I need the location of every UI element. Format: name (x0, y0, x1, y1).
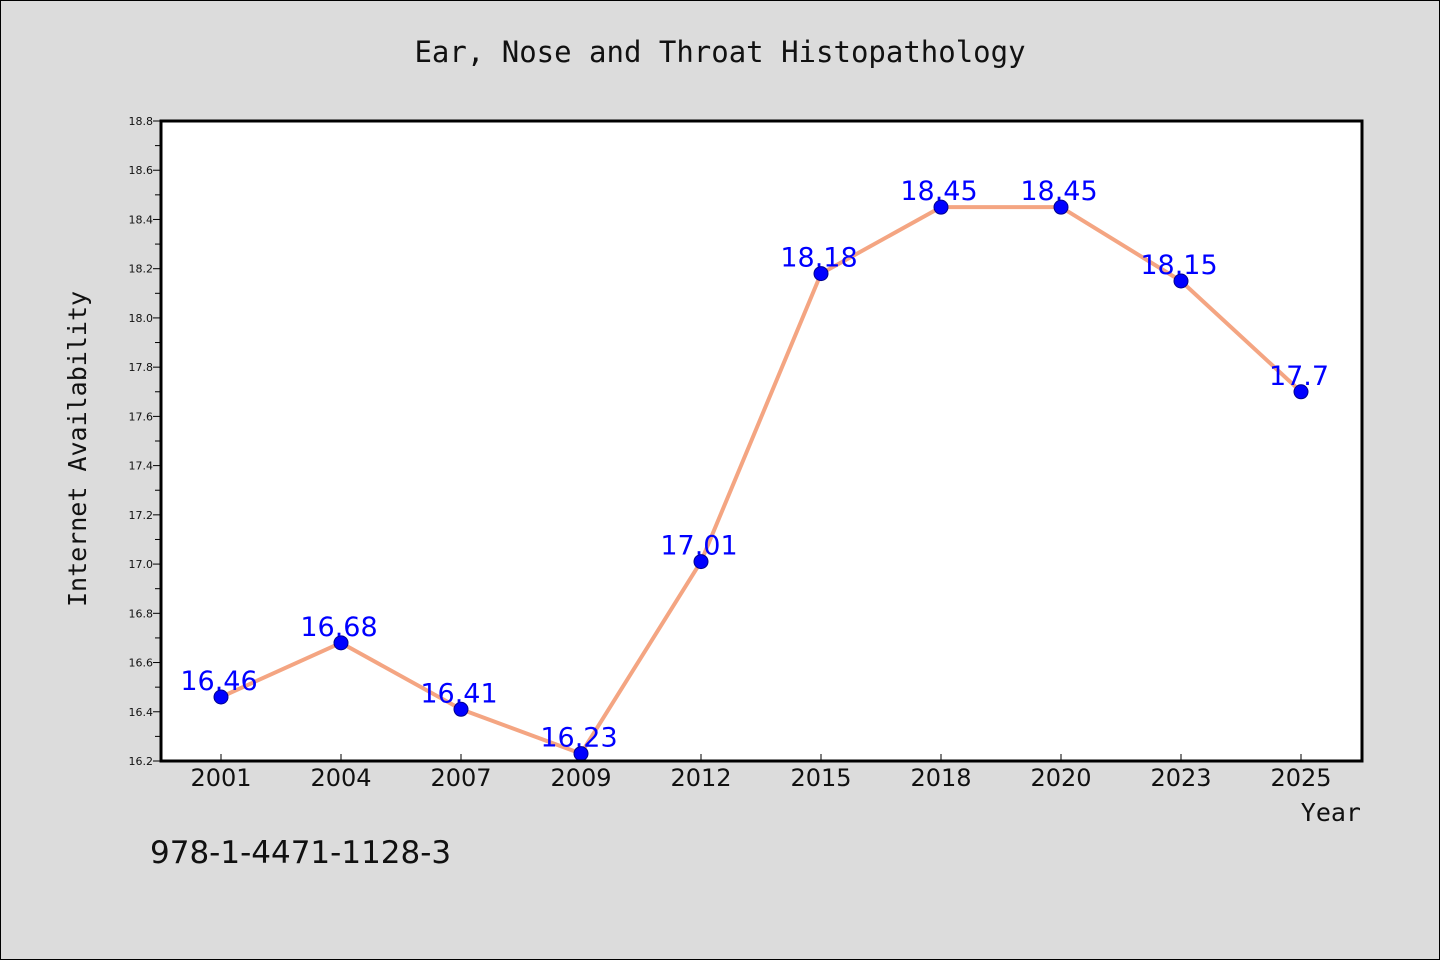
series-line (220, 205, 1303, 756)
y-tick-label: 17.2 (129, 509, 154, 522)
x-tick-label: 2007 (430, 764, 491, 792)
y-tick-label: 18.0 (129, 312, 154, 325)
x-tick-label: 2020 (1030, 764, 1091, 792)
y-tick-label: 16.8 (129, 607, 154, 620)
data-point (1053, 199, 1069, 215)
data-point (213, 689, 229, 705)
data-label: 18.45 (1020, 176, 1097, 207)
data-label: 16.41 (420, 678, 497, 709)
y-tick-label: 17.6 (129, 410, 154, 423)
y-tick-label: 18.4 (129, 213, 154, 226)
x-axis: 2001 2004 2007 2009 2012 2015 2018 2020 2023 2025 (190, 754, 1332, 792)
y-tick-label: 16.6 (129, 657, 154, 670)
x-axis-label: Year (1301, 798, 1361, 827)
y-axis: 16.2 16.4 16.6 16.8 17.0 17.2 17.4 17.6 17.8 18.0… (129, 115, 161, 768)
y-tick-label: 17.0 (129, 558, 154, 571)
data-label: 17.7 (1269, 361, 1329, 392)
isbn-text: 978-1-4471-1128-3 (150, 835, 452, 871)
y-tick-label: 18.8 (129, 115, 154, 128)
data-points (213, 199, 1309, 762)
x-tick-label: 2012 (670, 764, 731, 792)
y-tick-label: 18.2 (129, 263, 154, 276)
data-point (933, 199, 949, 215)
x-tick-label: 2004 (310, 764, 371, 792)
data-point (693, 554, 709, 570)
y-tick-label: 18.6 (129, 164, 154, 177)
plot-frame (159, 119, 1364, 763)
data-labels: 16.46 16.68 16.41 16.23 17.01 18.18 18.45 18.45… (180, 176, 1329, 753)
data-label: 16.46 (180, 666, 257, 697)
data-point (813, 266, 829, 282)
data-label: 18.15 (1140, 250, 1217, 281)
x-tick-label: 2025 (1270, 764, 1331, 792)
data-label: 17.01 (660, 531, 737, 562)
x-tick-label: 2015 (790, 764, 851, 792)
x-tick-label: 2023 (1150, 764, 1211, 792)
x-tick-label: 2018 (910, 764, 971, 792)
y-axis-label: Internet Availability (63, 291, 92, 607)
data-point (453, 701, 469, 717)
y-tick-label: 17.8 (129, 361, 154, 374)
y-tick-label: 16.4 (129, 706, 154, 719)
x-tick-label: 2009 (550, 764, 611, 792)
x-tick-label: 2001 (190, 764, 251, 792)
data-point (333, 635, 349, 651)
data-label: 16.23 (540, 723, 617, 754)
data-label: 16.68 (300, 612, 377, 643)
y-tick-label: 16.2 (129, 755, 154, 768)
y-tick-label: 17.4 (129, 460, 154, 473)
plot-area (161, 121, 1362, 761)
data-label: 18.45 (900, 176, 977, 207)
data-point (1293, 384, 1309, 400)
data-point (1173, 273, 1189, 289)
data-label: 18.18 (780, 243, 857, 274)
chart-title: Ear, Nose and Throat Histopathology (414, 35, 1026, 69)
